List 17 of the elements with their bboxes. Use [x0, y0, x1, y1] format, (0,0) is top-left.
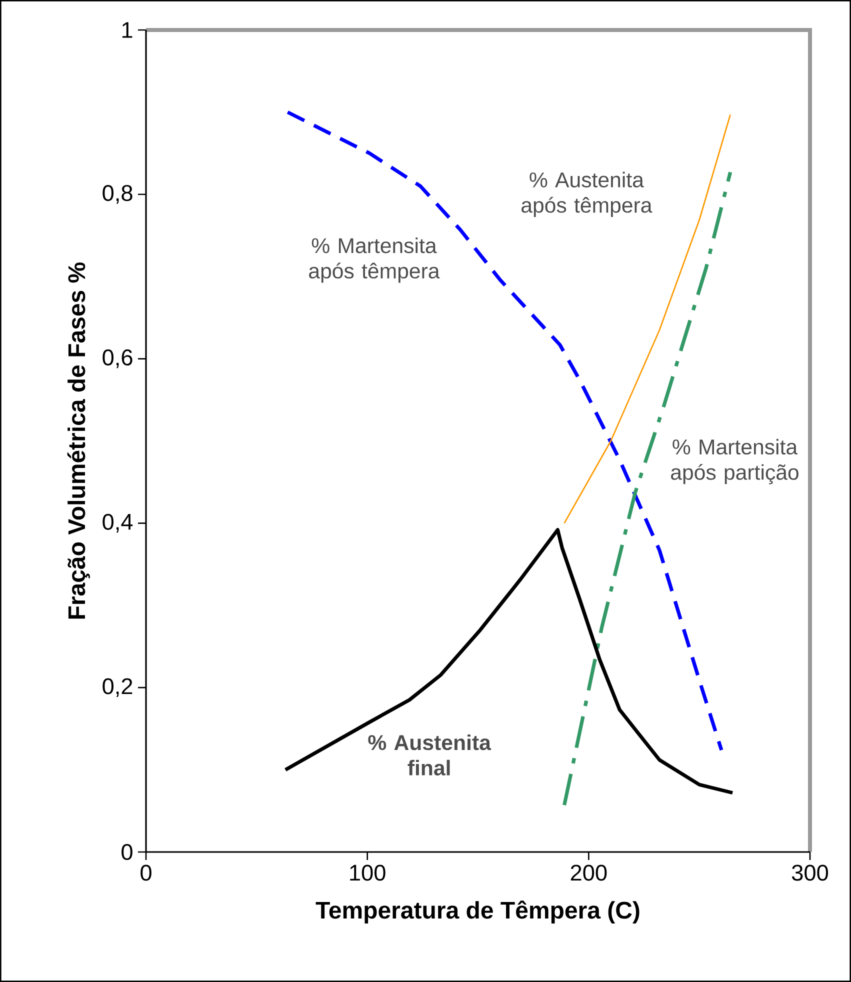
- y-tick-label: 0,8: [102, 185, 132, 204]
- x-axis-title: Temperatura de Têmpera (C): [316, 900, 640, 924]
- y-tick-label: 0: [122, 844, 132, 860]
- y-axis-title: Fração Volumétrica de Fases %: [67, 262, 90, 619]
- y-tick-label: 1: [122, 22, 132, 38]
- series-label: % Austenita final: [368, 734, 492, 776]
- y-tick-label: 0,6: [102, 349, 132, 368]
- series-label: % Martensita após têmpera: [309, 238, 440, 283]
- series-label: % Martensita após partição: [671, 438, 798, 484]
- text: % Austenita após têmpera: [522, 172, 652, 218]
- x-tick-label: 200: [570, 864, 607, 881]
- x-tick-label: 300: [792, 864, 828, 881]
- y-tick-label: 0,2: [102, 678, 132, 697]
- line-series: [284, 528, 734, 795]
- x-tick-label: 100: [350, 864, 386, 881]
- x-tick-label: 0: [140, 864, 152, 881]
- y-tick-label: 0,4: [102, 514, 133, 533]
